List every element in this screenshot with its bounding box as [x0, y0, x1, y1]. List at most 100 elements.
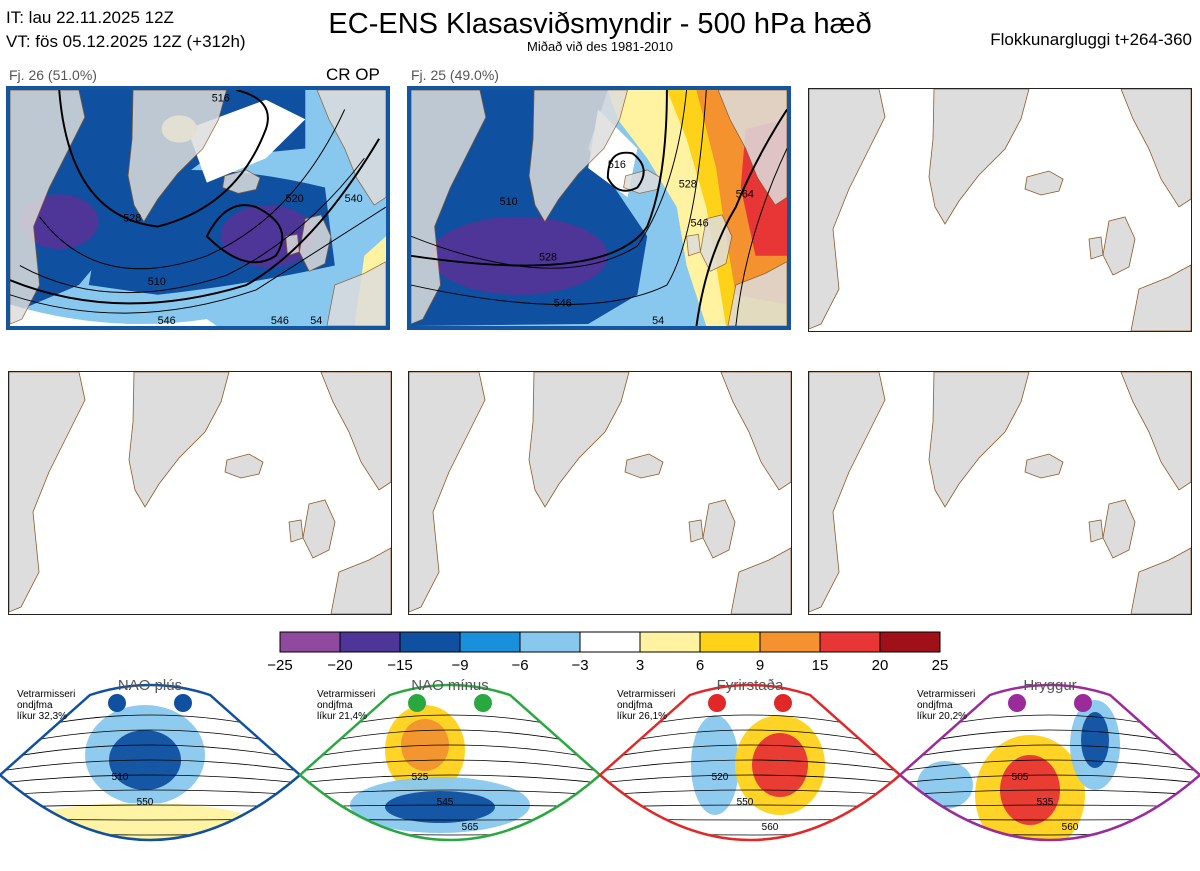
height-contour — [900, 774, 1200, 784]
colorbar-tick-label: −6 — [511, 657, 528, 674]
height-contour — [600, 789, 900, 796]
height-contour — [900, 744, 1200, 760]
regime-info: Vetrarmisseri — [17, 689, 75, 700]
colorbar-tick-label: 6 — [696, 657, 704, 674]
regime-name: Hryggur — [1023, 677, 1076, 694]
anomaly-shading — [385, 791, 495, 823]
colorbar-box — [339, 631, 401, 653]
colorbar-box — [459, 631, 521, 653]
empty-map-3 — [809, 89, 1191, 331]
regime-contour-label: 535 — [1037, 797, 1054, 808]
panel-1-label: Fj. 26 (51.0%) — [9, 67, 97, 83]
height-contour — [0, 744, 300, 760]
regime-info: líkur 26,1% — [617, 711, 667, 722]
colorbar-tick-label: −25 — [267, 657, 292, 674]
height-contour — [0, 789, 300, 796]
cluster-panel-3[interactable] — [808, 88, 1192, 332]
regime-marker — [774, 694, 792, 712]
height-contour — [0, 774, 300, 784]
init-time: IT: lau 22.11.2025 12Z — [6, 8, 174, 27]
regime-info: Vetrarmisseri — [617, 689, 675, 700]
page-subtitle: Miðað við des 1981-2010 — [527, 39, 673, 54]
contour-label: 546 — [691, 218, 709, 230]
regime-marker — [408, 694, 426, 712]
regime-marker — [474, 694, 492, 712]
regime-contour-label: 520 — [712, 772, 729, 783]
regime-contour-label: 550 — [137, 797, 154, 808]
colorbar-tick-label: 20 — [872, 657, 889, 674]
colorbar: −25 −20 −15 −9 −6 −3 3 6 9 15 20 25 — [267, 631, 948, 674]
regime-outline — [898, 683, 1200, 842]
page-title: EC-ENS Klasasviðsmyndir - 500 hPa hæð — [328, 8, 872, 40]
height-contour — [600, 830, 900, 836]
cluster-panel-4[interactable] — [8, 371, 392, 615]
cluster-panel-2[interactable]: 510 516 528 546 528 546 564 54 — [407, 86, 791, 330]
contour-label: 528 — [123, 213, 141, 225]
regime-info: líkur 32,3% — [17, 711, 67, 722]
empty-map-5 — [409, 372, 791, 614]
panel-2-label: Fj. 25 (49.0%) — [411, 67, 499, 83]
regime-outline — [598, 683, 902, 842]
regime-contour-label: 565 — [462, 822, 479, 833]
colorbar-tick-label: −15 — [387, 657, 412, 674]
regime-outline — [0, 683, 302, 842]
panel-1-tag: CR OP — [326, 65, 380, 84]
regime-marker — [108, 694, 126, 712]
regime-marker — [708, 694, 726, 712]
colorbar-box — [399, 631, 461, 653]
cluster-panel-5[interactable] — [408, 371, 792, 615]
height-contour — [600, 774, 900, 784]
cluster-panel-6[interactable] — [808, 371, 1192, 615]
contour-label: 510 — [500, 196, 518, 208]
empty-map-4 — [9, 372, 391, 614]
colorbar-tick-label: 9 — [756, 657, 764, 674]
height-contour — [600, 744, 900, 760]
colorbar-tick-label: 3 — [636, 657, 644, 674]
cluster-map-2: 510 516 528 546 528 546 564 54 — [411, 90, 787, 326]
contour-label: 54 — [310, 315, 322, 326]
colorbar-box — [759, 631, 821, 653]
colorbar-box — [699, 631, 761, 653]
contour-label: 564 — [736, 188, 754, 200]
height-contour — [300, 774, 600, 784]
height-contour — [600, 818, 900, 821]
regime-contour-label: 505 — [1012, 772, 1029, 783]
regime-contour-label: 510 — [112, 772, 129, 783]
contour-label: 516 — [212, 93, 230, 105]
header-times: IT: lau 22.11.2025 12Z VT: fös 05.12.202… — [6, 6, 246, 54]
regime-marker — [174, 694, 192, 712]
contour-label: 546 — [554, 298, 572, 310]
regime-contour-label: 560 — [1062, 822, 1079, 833]
contour-label: 546 — [158, 315, 176, 326]
colorbar-box — [639, 631, 701, 653]
regime-contour-label: 560 — [762, 822, 779, 833]
height-contour — [300, 789, 600, 796]
regime-contour-label: 545 — [437, 797, 454, 808]
regime-marker — [1008, 694, 1026, 712]
colorbar-box — [579, 631, 641, 653]
height-contour — [600, 759, 900, 772]
regime-name: NAO plús — [118, 677, 182, 694]
contour-label: 520 — [286, 193, 304, 205]
colorbar-tick-label: −20 — [327, 657, 352, 674]
anomaly-shading — [1081, 712, 1109, 768]
regime-info: Vetrarmisseri — [917, 689, 975, 700]
contour-label: 546 — [271, 315, 289, 326]
height-contour — [900, 759, 1200, 772]
regime-info: Vetrarmisseri — [317, 689, 375, 700]
classification-window: Flokkunargluggi t+264-360 — [990, 30, 1192, 49]
contour-label: 510 — [148, 276, 166, 288]
cluster-map-1: 516 528 510 520 546 540 546 54 — [10, 90, 386, 326]
colorbar-box — [879, 631, 941, 653]
contour-label: 528 — [539, 252, 557, 264]
empty-map-6 — [809, 372, 1191, 614]
contour-label: 54 — [652, 315, 664, 326]
regime-info: ondjfma — [17, 700, 53, 711]
height-contour — [300, 759, 600, 772]
cluster-panel-1[interactable]: 516 528 510 520 546 540 546 54 — [6, 86, 390, 330]
regime-contour-label: 550 — [737, 797, 754, 808]
